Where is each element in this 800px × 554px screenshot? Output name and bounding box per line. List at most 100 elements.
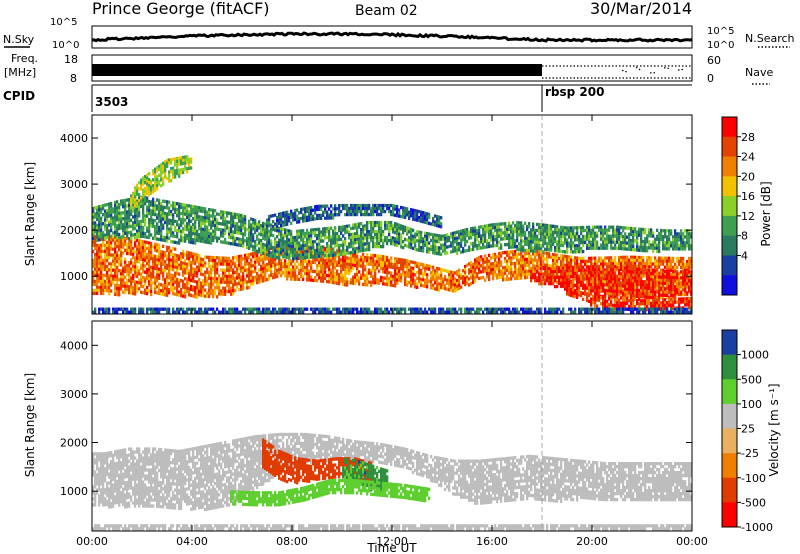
data-cell bbox=[190, 254, 193, 259]
data-cell bbox=[556, 262, 559, 266]
data-cell bbox=[172, 292, 175, 296]
data-cell bbox=[666, 262, 669, 266]
data-cell bbox=[386, 264, 389, 269]
data-cell bbox=[316, 236, 319, 241]
data-cell bbox=[110, 213, 113, 218]
data-cell bbox=[690, 256, 693, 261]
data-cell bbox=[202, 264, 205, 268]
data-cell bbox=[384, 276, 387, 280]
data-cell bbox=[230, 236, 233, 240]
data-cell bbox=[248, 273, 251, 278]
data-cell bbox=[144, 199, 147, 203]
data-cell bbox=[308, 246, 311, 250]
data-cell bbox=[646, 274, 649, 278]
data-cell bbox=[120, 217, 123, 221]
data-cell bbox=[228, 235, 231, 239]
data-cell bbox=[306, 234, 309, 239]
data-cell bbox=[550, 264, 553, 268]
data-cell bbox=[248, 246, 251, 250]
data-cell bbox=[148, 289, 151, 293]
data-cell bbox=[158, 252, 161, 256]
data-cell bbox=[624, 272, 627, 276]
data-cell bbox=[140, 219, 143, 224]
data-cell bbox=[390, 262, 393, 266]
data-cell bbox=[370, 280, 373, 284]
data-cell bbox=[168, 249, 171, 253]
data-cell bbox=[592, 262, 595, 266]
data-cell bbox=[574, 259, 577, 263]
data-cell bbox=[264, 249, 267, 253]
data-cell bbox=[156, 276, 159, 280]
data-cell bbox=[144, 214, 147, 218]
data-cell bbox=[326, 279, 329, 284]
data-cell bbox=[266, 268, 269, 273]
data-cell bbox=[620, 296, 623, 300]
data-cell bbox=[626, 281, 629, 286]
data-cell bbox=[540, 250, 543, 255]
data-cell bbox=[564, 287, 567, 291]
data-cell bbox=[200, 284, 203, 288]
data-cell bbox=[108, 268, 111, 272]
data-cell bbox=[478, 258, 481, 263]
data-cell bbox=[348, 271, 351, 276]
data-cell bbox=[222, 268, 225, 272]
data-cell bbox=[688, 297, 691, 301]
data-cell bbox=[336, 250, 339, 254]
data-cell bbox=[138, 235, 141, 239]
data-cell bbox=[278, 247, 281, 251]
data-cell bbox=[362, 239, 365, 243]
data-cell bbox=[216, 268, 219, 272]
data-cell bbox=[570, 264, 573, 268]
data-cell bbox=[206, 279, 209, 283]
data-cell bbox=[548, 273, 551, 277]
data-cell bbox=[104, 288, 107, 293]
data-cell bbox=[218, 212, 221, 217]
data-cell bbox=[118, 290, 121, 294]
data-cell bbox=[334, 272, 337, 276]
data-cell bbox=[166, 287, 169, 291]
data-cell bbox=[94, 255, 97, 260]
data-cell bbox=[160, 259, 163, 263]
data-cell bbox=[108, 292, 111, 296]
data-cell bbox=[118, 260, 121, 264]
data-cell bbox=[642, 268, 645, 272]
data-cell bbox=[630, 255, 633, 259]
data-cell bbox=[320, 258, 323, 262]
data-cell bbox=[92, 258, 95, 263]
data-cell bbox=[244, 230, 247, 234]
data-cell bbox=[176, 223, 179, 227]
data-cell bbox=[458, 283, 461, 288]
data-cell bbox=[424, 263, 427, 267]
data-cell bbox=[308, 248, 311, 252]
data-cell bbox=[336, 244, 339, 248]
data-cell bbox=[356, 228, 359, 233]
data-cell bbox=[212, 279, 215, 284]
data-cell bbox=[662, 287, 665, 291]
data-cell bbox=[210, 208, 213, 212]
data-cell bbox=[158, 231, 161, 236]
data-cell bbox=[136, 229, 139, 233]
data-cell bbox=[194, 223, 197, 227]
data-cell bbox=[670, 297, 673, 302]
data-cell bbox=[140, 225, 143, 230]
data-cell bbox=[432, 286, 435, 290]
data-cell bbox=[148, 274, 151, 278]
data-cell bbox=[536, 267, 539, 271]
data-cell bbox=[544, 270, 547, 274]
data-cell bbox=[248, 219, 251, 223]
data-cell bbox=[362, 236, 365, 240]
data-cell bbox=[560, 257, 563, 261]
data-cell bbox=[416, 282, 419, 287]
data-cell bbox=[320, 261, 323, 265]
data-cell bbox=[128, 252, 131, 256]
data-cell bbox=[94, 270, 97, 275]
data-cell bbox=[396, 266, 399, 270]
data-cell bbox=[546, 270, 549, 274]
data-cell bbox=[566, 287, 569, 291]
data-cell bbox=[628, 269, 631, 274]
data-cell bbox=[520, 252, 523, 256]
data-cell bbox=[152, 263, 155, 267]
data-cell bbox=[382, 276, 385, 280]
data-cell bbox=[564, 254, 567, 259]
data-cell bbox=[108, 289, 111, 293]
